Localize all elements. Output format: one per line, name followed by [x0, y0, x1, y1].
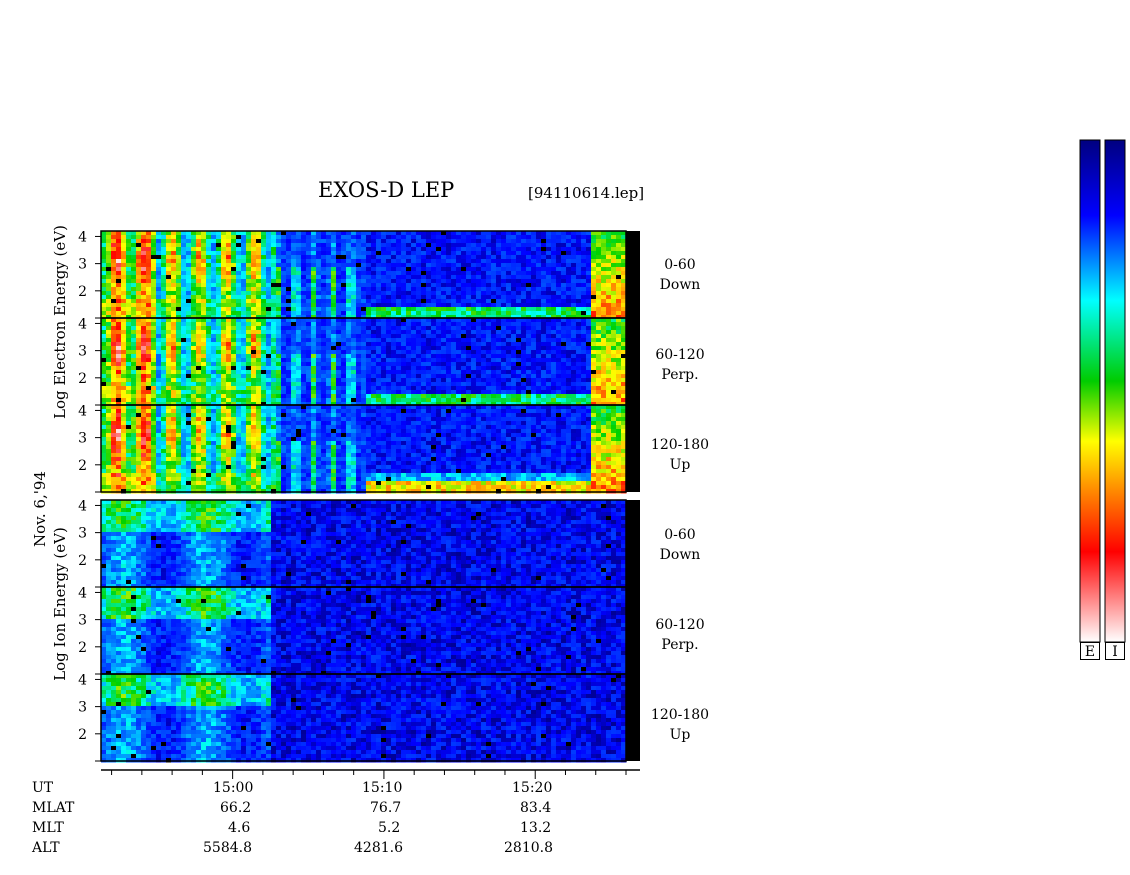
alt-3: 2810.8 [504, 840, 553, 856]
y-tick-label: 3 [78, 431, 87, 447]
ion-row2-label: 60-120 Perp. [655, 617, 705, 653]
orbit-label-mlt: MLT [32, 820, 64, 836]
y-tick-label: 2 [78, 640, 87, 656]
electron-row1-label: 0-60 Down [659, 257, 701, 293]
chart-title: EXOS-D LEP [318, 178, 455, 202]
y-tick-label: 3 [78, 257, 87, 273]
electron-row3-label: 120-180 Up [650, 437, 710, 473]
orbit-label-ut: UT [32, 780, 54, 796]
mlat-2: 76.7 [370, 800, 402, 816]
ion-row1-label: 0-60 Down [659, 527, 701, 563]
panel-frame [100, 404, 627, 493]
y-tick-label: 4 [78, 316, 87, 332]
mlt-1: 4.6 [228, 820, 251, 836]
colorbar-i [1104, 139, 1126, 643]
file-label: [94110614.lep] [528, 184, 645, 202]
mlt-3: 13.2 [520, 820, 552, 836]
y-tick-label: 2 [78, 284, 87, 300]
ut-1500: 15:00 [213, 780, 254, 796]
mlt-2: 5.2 [378, 820, 401, 836]
data-gap-strip [626, 231, 640, 318]
electron-row2-label: 60-120 Perp. [655, 347, 705, 383]
ut-1520: 15:20 [512, 780, 553, 796]
orbit-label-mlat: MLAT [32, 800, 75, 816]
orbit-label-alt: ALT [32, 840, 60, 856]
y-tick-label: 3 [78, 344, 87, 360]
alt-1: 5584.8 [203, 840, 252, 856]
ion-row3-label: 120-180 Up [650, 707, 710, 743]
y-tick-label: 3 [78, 700, 87, 716]
data-gap-strip [626, 318, 640, 405]
y-tick-label: 3 [78, 526, 87, 542]
y-tick-label: 4 [78, 229, 87, 245]
y-tick-label: 4 [78, 498, 87, 514]
alt-2: 4281.6 [354, 840, 403, 856]
data-gap-strip [626, 674, 640, 761]
data-gap-strip [626, 587, 640, 674]
y-tick-label: 2 [78, 371, 87, 387]
panel-frame [100, 673, 627, 762]
panel-frames [100, 230, 640, 762]
ut-1510: 15:10 [362, 780, 403, 796]
mlat-3: 83.4 [520, 800, 552, 816]
heatmap-layer [101, 231, 627, 763]
data-gap-strip [626, 405, 640, 492]
data-gap-strip [626, 500, 640, 587]
y-tick-label: 4 [78, 585, 87, 601]
y-tick-label: 4 [78, 403, 87, 419]
y-tick-label: 2 [78, 458, 87, 474]
y-tick-label: 2 [78, 727, 87, 743]
mlat-1: 66.2 [220, 800, 252, 816]
colorbar-e [1079, 139, 1101, 643]
axes-layer: 2 3 4 2 3 4 2 3 4 2 3 4 2 3 4 2 3 4 [78, 229, 640, 779]
y-tick-label: 4 [78, 672, 87, 688]
y-tick-label: 2 [78, 553, 87, 569]
y-tick-label: 3 [78, 613, 87, 629]
